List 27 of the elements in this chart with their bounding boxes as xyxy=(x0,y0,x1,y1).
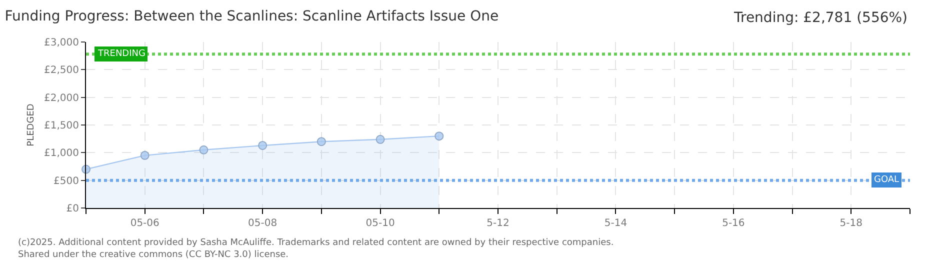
text: Shared under the creative commons (CC BY-NC 3.0) license. xyxy=(18,250,289,260)
x-tick-label: 05-06 xyxy=(130,218,160,229)
ref-line-label: GOAL xyxy=(874,175,900,185)
y-tick-label: £1,000 xyxy=(44,148,79,160)
chart-title: Funding Progress: Between the Scanlines: Scanline Artifacts Issue One xyxy=(4,8,499,25)
x-tick-label: 5-16 xyxy=(722,218,745,229)
x-tick-label: 5-14 xyxy=(604,218,628,229)
point xyxy=(199,145,208,154)
x-tick-label: 5-18 xyxy=(840,218,862,229)
y-tick-label: £1,500 xyxy=(44,120,79,132)
y-axis-title: PLEDGED xyxy=(26,104,36,146)
point xyxy=(376,134,385,144)
y-tick-label: £2,500 xyxy=(44,65,79,76)
ref-line-label: TRENDING xyxy=(97,49,146,59)
text: (c)2025. Additional content provided by Sasha McAuliffe. Trademarks and related content are owned by their respective companies. xyxy=(18,238,614,248)
point xyxy=(258,140,268,150)
point xyxy=(140,150,150,160)
y-tick-label: £500 xyxy=(54,176,79,187)
x-tick-label: 5-12 xyxy=(486,218,510,229)
text: Trending: £2,781 (556%) xyxy=(733,10,908,26)
y-tick-label: £2,000 xyxy=(44,92,79,104)
x-tick-label: 05-08 xyxy=(248,218,278,229)
y-tick-label: £0 xyxy=(66,204,79,214)
point xyxy=(316,137,326,146)
point xyxy=(434,132,444,141)
y-tick-label: £3,000 xyxy=(44,38,79,48)
x-tick-label: 05-10 xyxy=(366,218,395,229)
